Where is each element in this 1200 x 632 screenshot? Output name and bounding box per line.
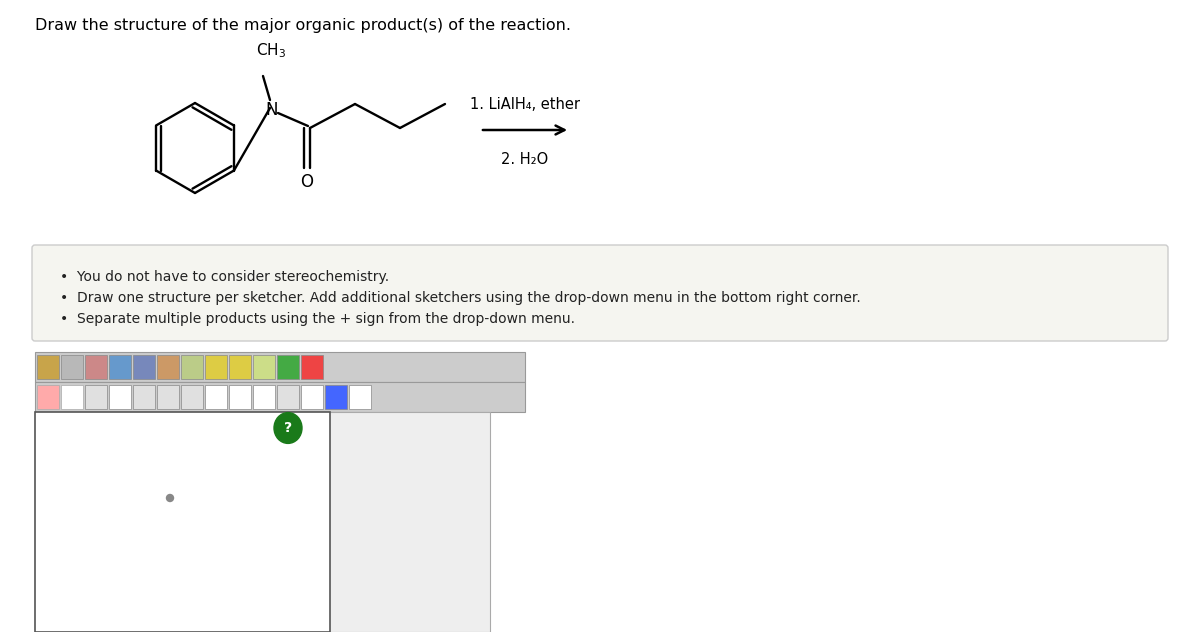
FancyBboxPatch shape: [32, 245, 1168, 341]
FancyBboxPatch shape: [277, 385, 299, 409]
FancyBboxPatch shape: [37, 385, 59, 409]
Text: •  Draw one structure per sketcher. Add additional sketchers using the drop-down: • Draw one structure per sketcher. Add a…: [60, 291, 860, 305]
FancyBboxPatch shape: [253, 355, 275, 379]
FancyBboxPatch shape: [253, 385, 275, 409]
Text: •  You do not have to consider stereochemistry.: • You do not have to consider stereochem…: [60, 270, 389, 284]
FancyBboxPatch shape: [109, 385, 131, 409]
FancyBboxPatch shape: [157, 385, 179, 409]
FancyBboxPatch shape: [157, 355, 179, 379]
FancyBboxPatch shape: [229, 385, 251, 409]
FancyBboxPatch shape: [35, 412, 330, 632]
FancyBboxPatch shape: [37, 355, 59, 379]
FancyBboxPatch shape: [61, 385, 83, 409]
Text: •  Separate multiple products using the + sign from the drop-down menu.: • Separate multiple products using the +…: [60, 312, 575, 326]
FancyBboxPatch shape: [229, 355, 251, 379]
Circle shape: [167, 494, 174, 502]
FancyBboxPatch shape: [109, 355, 131, 379]
Text: CH$_3$: CH$_3$: [256, 41, 286, 60]
FancyBboxPatch shape: [85, 355, 107, 379]
Text: ?: ?: [284, 421, 292, 435]
FancyBboxPatch shape: [35, 352, 526, 382]
Text: N: N: [265, 101, 278, 119]
FancyBboxPatch shape: [35, 412, 490, 632]
FancyBboxPatch shape: [85, 385, 107, 409]
Text: O: O: [300, 173, 313, 191]
FancyBboxPatch shape: [35, 382, 526, 412]
Text: 2. H₂O: 2. H₂O: [502, 152, 548, 167]
FancyBboxPatch shape: [133, 355, 155, 379]
FancyBboxPatch shape: [205, 385, 227, 409]
FancyBboxPatch shape: [349, 385, 371, 409]
FancyBboxPatch shape: [301, 385, 323, 409]
Ellipse shape: [274, 413, 302, 444]
Text: 1. LiAlH₄, ether: 1. LiAlH₄, ether: [470, 97, 580, 112]
FancyBboxPatch shape: [301, 355, 323, 379]
FancyBboxPatch shape: [205, 355, 227, 379]
FancyBboxPatch shape: [325, 385, 347, 409]
Text: Draw the structure of the major organic product(s) of the reaction.: Draw the structure of the major organic …: [35, 18, 571, 33]
FancyBboxPatch shape: [181, 355, 203, 379]
FancyBboxPatch shape: [61, 355, 83, 379]
FancyBboxPatch shape: [133, 385, 155, 409]
FancyBboxPatch shape: [181, 385, 203, 409]
FancyBboxPatch shape: [277, 355, 299, 379]
